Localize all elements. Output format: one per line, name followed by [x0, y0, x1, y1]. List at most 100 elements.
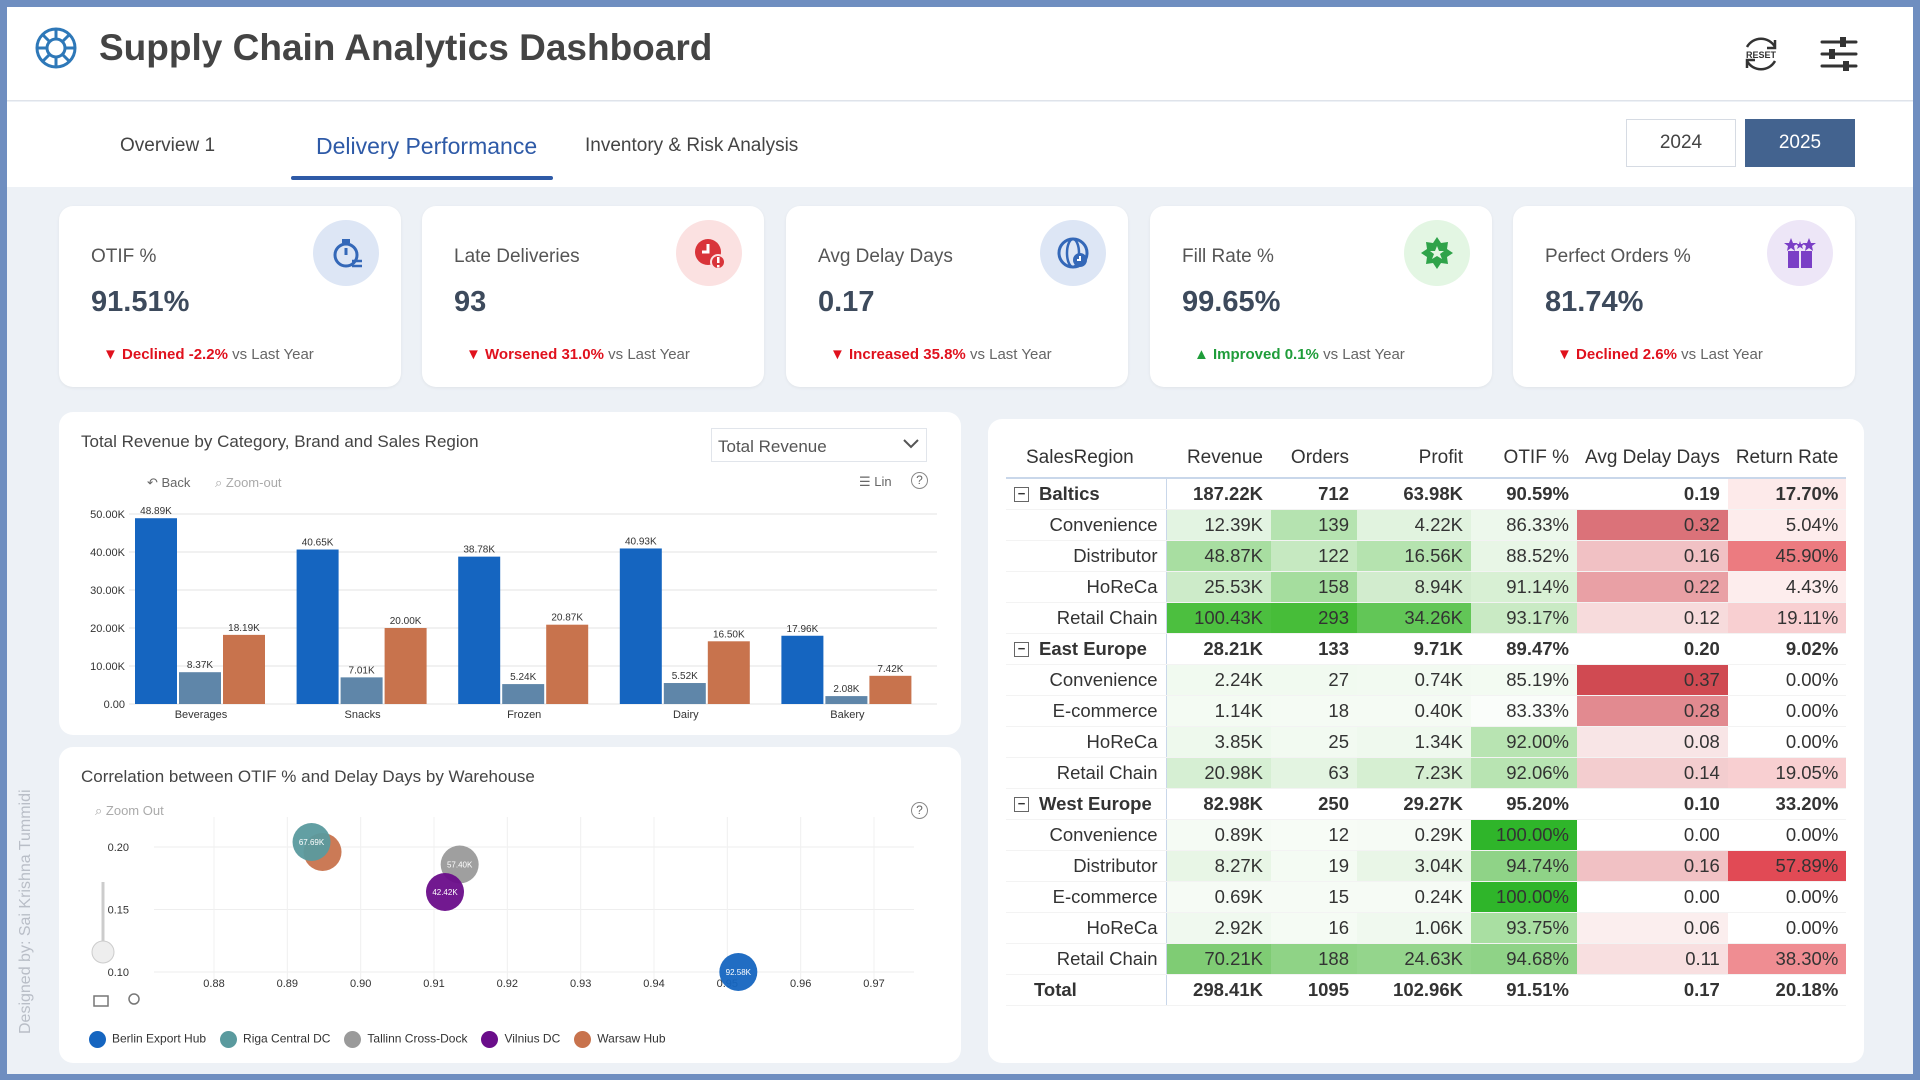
- scale-label: Lin: [874, 474, 892, 489]
- zoom-slider-handle[interactable]: [91, 940, 115, 964]
- bar-chart-title: Total Revenue by Category, Brand and Sal…: [81, 432, 479, 451]
- cell-value: 3.85K: [1214, 730, 1263, 752]
- scatter-point[interactable]: [719, 953, 758, 991]
- value-cell: 70.21K: [1166, 943, 1271, 975]
- bar[interactable]: [340, 677, 383, 704]
- bar[interactable]: [825, 696, 868, 704]
- column-header[interactable]: OTIF %: [1471, 439, 1577, 479]
- cell-value: 94.68%: [1506, 947, 1569, 969]
- cell-value: 18: [1328, 699, 1349, 721]
- bar[interactable]: [869, 675, 912, 704]
- y-tick-label: 0.10: [108, 967, 129, 979]
- scatter-help-icon[interactable]: ?: [911, 802, 928, 819]
- cell-value: 25.53K: [1204, 575, 1263, 597]
- value-cell: 19: [1271, 850, 1357, 882]
- x-category-label: Beverages: [175, 709, 228, 721]
- table-row: Distributor 48.87K 122 16.56K 88.52% 0.16 45.9…: [1006, 540, 1847, 572]
- help-icon[interactable]: ?: [911, 472, 928, 489]
- value-cell: 94.74%: [1471, 850, 1577, 882]
- collapse-icon[interactable]: −: [1014, 797, 1029, 813]
- cell-value: 48.87K: [1204, 544, 1263, 566]
- value-cell: 1.14K: [1166, 695, 1271, 727]
- value-cell: 100.00%: [1471, 881, 1577, 913]
- bar[interactable]: [619, 548, 662, 704]
- reset-button[interactable]: RESET: [1740, 33, 1782, 75]
- x-tick-label: 0.96: [790, 978, 811, 990]
- scale-toggle[interactable]: ☰ Lin: [859, 474, 892, 490]
- bar[interactable]: [135, 518, 177, 704]
- filters-button[interactable]: [1818, 33, 1860, 75]
- column-header[interactable]: Avg Delay Days: [1577, 439, 1728, 479]
- bar[interactable]: [546, 624, 589, 704]
- bar[interactable]: [179, 672, 221, 704]
- value-cell: 0.22: [1577, 571, 1728, 603]
- column-header[interactable]: Return Rate: [1727, 439, 1847, 479]
- legend-item[interactable]: Tallinn Cross-Dock: [344, 1031, 467, 1048]
- back-button[interactable]: ↶ Back: [147, 475, 190, 491]
- collapse-icon[interactable]: −: [1014, 642, 1029, 658]
- image-icon: [93, 995, 109, 1007]
- triangle-down-icon: ▼: [830, 346, 850, 363]
- cell-value: 93.17%: [1506, 606, 1569, 628]
- column-header[interactable]: SalesRegion: [1006, 439, 1166, 479]
- tab-delivery-performance[interactable]: Delivery Performance: [316, 133, 538, 159]
- bar[interactable]: [296, 549, 339, 704]
- legend-item[interactable]: Riga Central DC: [220, 1031, 330, 1048]
- bar[interactable]: [781, 635, 824, 704]
- value-cell: 63.98K: [1357, 478, 1471, 510]
- value-cell: 0.06: [1577, 912, 1728, 944]
- measure-dropdown[interactable]: Total Revenue: [711, 428, 927, 462]
- scatter-point[interactable]: [292, 823, 331, 861]
- legend-item[interactable]: Vilnius DC: [481, 1031, 560, 1048]
- collapse-icon[interactable]: −: [1014, 487, 1029, 503]
- zoom-out-button[interactable]: ⌕ Zoom-out: [215, 475, 282, 491]
- bar[interactable]: [707, 641, 750, 704]
- kpi-change-word: Improved: [1213, 346, 1281, 363]
- scatter-point[interactable]: [426, 873, 464, 911]
- bar-data-label: 40.65K: [302, 538, 334, 549]
- zoom-icon: ⌕: [215, 475, 226, 490]
- cell-value: 102.96K: [1393, 978, 1463, 1000]
- legend-label: Berlin Export Hub: [112, 1031, 207, 1046]
- delay-globe-icon: [1040, 220, 1106, 286]
- x-tick-label: 0.91: [423, 978, 444, 990]
- bar[interactable]: [384, 628, 427, 704]
- legend-label: Riga Central DC: [243, 1031, 331, 1046]
- kpi-change: ▼ Declined 2.6% vs Last Year: [1557, 346, 1763, 363]
- value-cell: 16: [1271, 912, 1357, 944]
- kpi-change-suffix: vs Last Year: [1681, 346, 1763, 363]
- list-icon: ☰: [859, 474, 875, 489]
- scatter-zoom-out-button[interactable]: ⌕ Zoom Out: [95, 803, 164, 819]
- row-label-cell: HoReCa: [1006, 726, 1167, 758]
- row-label: Distributor: [1073, 854, 1158, 876]
- cell-value: 1095: [1307, 978, 1349, 1000]
- bar[interactable]: [223, 634, 265, 704]
- table-row: Convenience 12.39K 139 4.22K 86.33% 0.32 5.04%: [1006, 509, 1847, 541]
- column-header[interactable]: Revenue: [1166, 439, 1271, 479]
- value-cell: 86.33%: [1471, 509, 1577, 541]
- legend-item[interactable]: Warsaw Hub: [574, 1031, 666, 1048]
- cell-value: 0.00%: [1785, 668, 1839, 690]
- bar[interactable]: [458, 556, 501, 704]
- cell-value: 1.34K: [1414, 730, 1463, 752]
- column-header[interactable]: Profit: [1357, 439, 1471, 479]
- value-cell: 29.27K: [1357, 788, 1471, 820]
- value-cell: 7.23K: [1357, 757, 1471, 789]
- tab-inventory-risk[interactable]: Inventory & Risk Analysis: [585, 135, 799, 156]
- legend-swatch: [220, 1031, 238, 1048]
- year-2025-button[interactable]: 2025: [1745, 119, 1855, 167]
- cell-value: 0.11: [1685, 947, 1720, 969]
- year-2024-button[interactable]: 2024: [1626, 119, 1736, 167]
- bar[interactable]: [663, 683, 706, 704]
- value-cell: 93.75%: [1471, 912, 1577, 944]
- bar[interactable]: [502, 684, 545, 704]
- value-cell: 0.32: [1577, 509, 1728, 541]
- value-cell: 0.00%: [1727, 726, 1847, 758]
- legend-item[interactable]: Berlin Export Hub: [89, 1031, 206, 1048]
- value-cell: 92.06%: [1471, 757, 1577, 789]
- value-cell: 19.11%: [1727, 602, 1847, 634]
- table-row: E-commerce 1.14K 18 0.40K 83.33% 0.28 0.00%: [1006, 695, 1847, 727]
- value-cell: 0.00: [1577, 819, 1728, 851]
- column-header[interactable]: Orders: [1271, 439, 1357, 479]
- tab-overview[interactable]: Overview 1: [120, 135, 216, 156]
